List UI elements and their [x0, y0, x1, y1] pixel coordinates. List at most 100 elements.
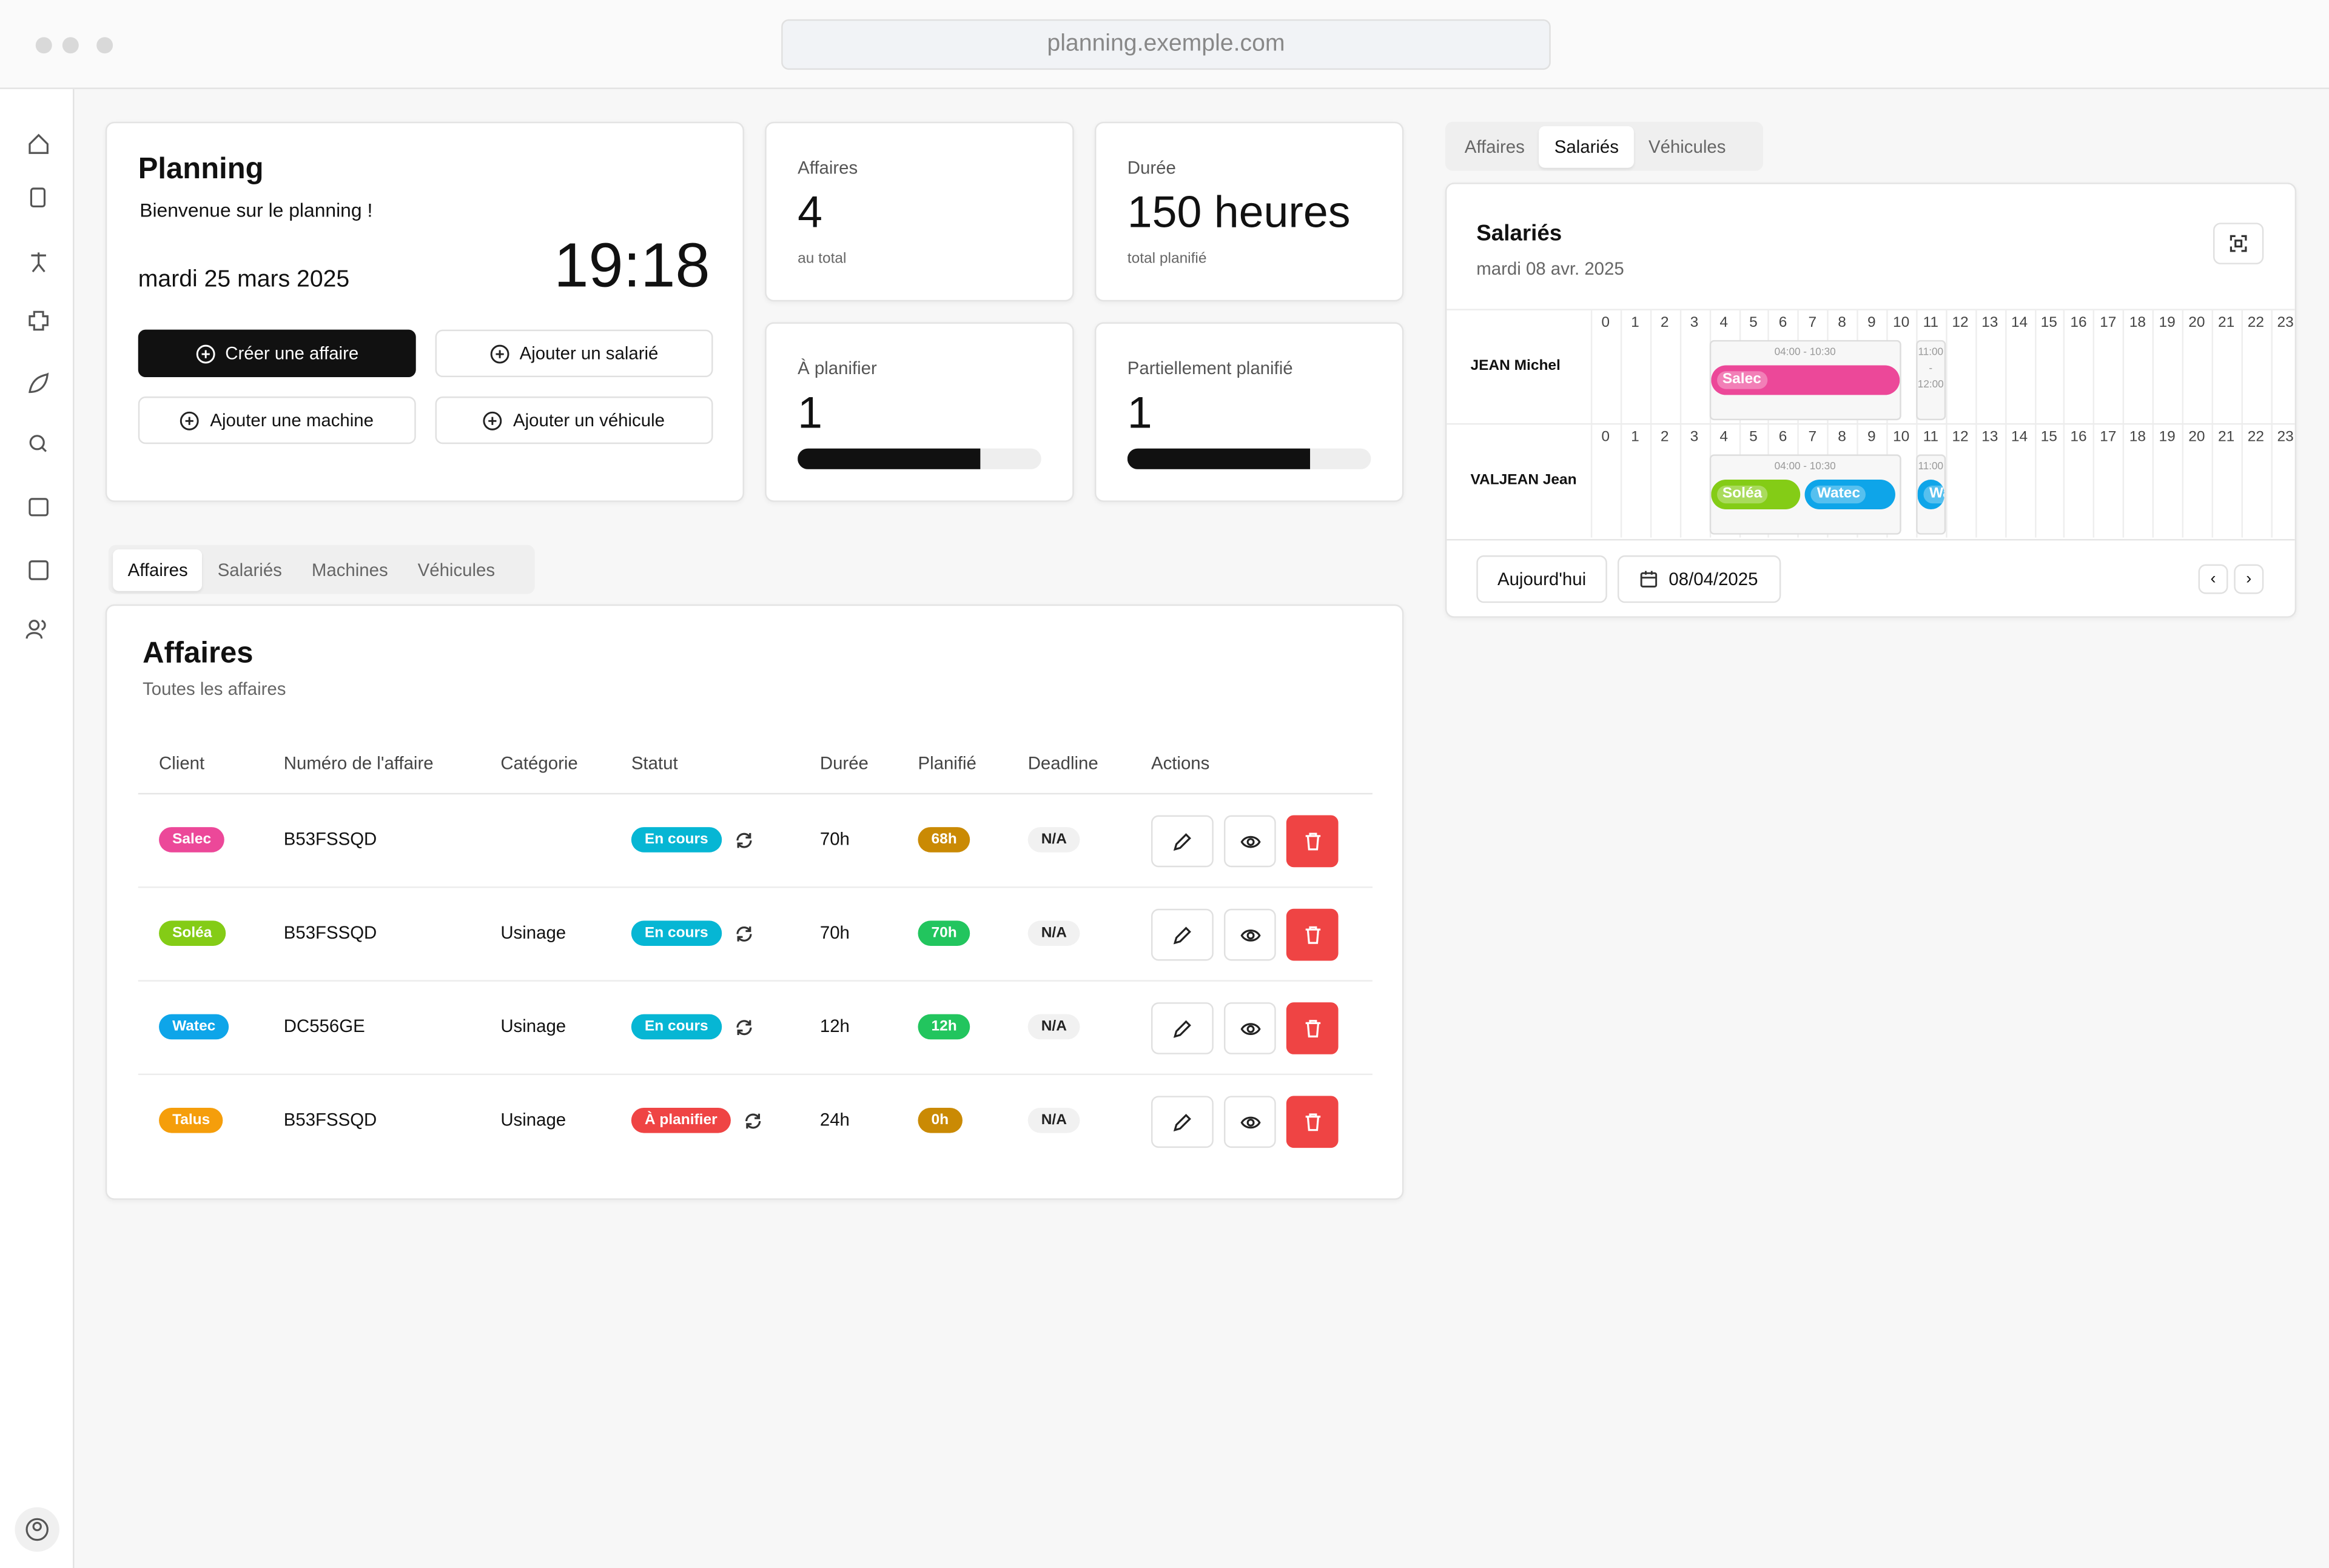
stat-note: total planifié: [1127, 250, 1207, 267]
delete-button[interactable]: [1286, 1002, 1339, 1054]
affaires-title: Affaires: [143, 637, 254, 670]
address-bar[interactable]: planning.exemple.com: [781, 19, 1551, 70]
stat-label: Affaires: [798, 157, 858, 178]
delete-button[interactable]: [1286, 815, 1339, 868]
task-bar[interactable]: Salec: [1710, 365, 1900, 395]
search-icon[interactable]: [29, 435, 45, 451]
task-bar[interactable]: Watec: [1805, 480, 1895, 510]
action-button[interactable]: Créer une affaire: [138, 329, 416, 378]
hour-label: 10: [1892, 315, 1910, 332]
stat-value: 1: [1127, 389, 1152, 438]
view-button[interactable]: [1223, 1096, 1276, 1148]
tab[interactable]: Salariés: [217, 559, 282, 580]
cell-duree: 70h: [819, 922, 850, 943]
account-icon[interactable]: [25, 1518, 49, 1541]
deadline-badge: N/A: [1027, 827, 1080, 853]
hour-label: 3: [1690, 315, 1699, 332]
task-bar[interactable]: Wa: [1917, 480, 1944, 510]
prev-button[interactable]: ‹: [2198, 564, 2228, 594]
hour-line: [1590, 310, 1593, 423]
stat-value: 1: [798, 389, 822, 438]
tab[interactable]: Affaires: [1464, 136, 1525, 157]
delete-button[interactable]: [1286, 1096, 1339, 1148]
hour-line: [1975, 310, 1977, 423]
hour-label: 17: [2100, 429, 2117, 446]
users-icon[interactable]: [29, 620, 40, 631]
hour-label: 10: [1892, 429, 1910, 446]
hour-label: 22: [2247, 315, 2265, 332]
status-cell: En cours: [631, 1014, 754, 1040]
view-button[interactable]: [1223, 908, 1276, 961]
edit-button[interactable]: [1151, 1096, 1214, 1148]
task-label: Watec: [1810, 485, 1866, 504]
plus-icon[interactable]: [29, 310, 49, 331]
fullscreen-button[interactable]: [2213, 223, 2264, 264]
hour-label: 21: [2218, 315, 2235, 332]
hour-label: 12: [1952, 429, 1969, 446]
hour-line: [1975, 424, 1977, 538]
stat-card: Durée 150 heures total planifié: [1094, 121, 1404, 302]
edit-button[interactable]: [1151, 815, 1214, 868]
action-button[interactable]: Ajouter un salarié: [435, 329, 713, 378]
edit-button[interactable]: [1151, 1002, 1214, 1054]
deadline-badge: N/A: [1027, 920, 1080, 946]
hour-line: [2182, 424, 2184, 538]
stat-note: au total: [798, 250, 847, 267]
hour-line: [2270, 310, 2273, 423]
hour-label: 2: [1660, 315, 1669, 332]
action-button[interactable]: Ajouter une machine: [138, 396, 416, 444]
person-icon[interactable]: [31, 252, 46, 273]
cell-categorie: Usinage: [500, 922, 566, 943]
employee-name: VALJEAN Jean: [1470, 472, 1577, 489]
hour-line: [2063, 424, 2066, 538]
hour-label: 19: [2159, 315, 2176, 332]
welcome-time: 19:18: [554, 230, 710, 300]
view-button[interactable]: [1223, 1002, 1276, 1054]
hour-label: 6: [1778, 315, 1787, 332]
time-slot: 11:00 - 12:00: [1915, 340, 1946, 421]
row-divider: [1447, 309, 2295, 310]
hour-line: [1650, 424, 1652, 538]
cell-numero: DC556GE: [283, 1016, 365, 1037]
date-picker[interactable]: 08/04/2025: [1617, 555, 1781, 603]
button-label: Ajouter un salarié: [519, 343, 659, 364]
planning-card: Salariés mardi 08 avr. 2025 Aujourd'hui …: [1445, 183, 2297, 618]
row-divider: [138, 886, 1373, 888]
hour-label: 8: [1838, 315, 1846, 332]
tab[interactable]: Véhicules: [1648, 136, 1726, 157]
home-icon[interactable]: [29, 133, 49, 154]
planned-badge: 70h: [918, 920, 970, 946]
news-icon[interactable]: [29, 560, 49, 580]
tablet-icon[interactable]: [30, 187, 46, 208]
hour-line: [1945, 310, 1948, 423]
button-label: Ajouter une machine: [210, 409, 374, 431]
row-divider: [1447, 423, 2295, 425]
tab[interactable]: Salariés: [1539, 125, 1634, 167]
next-button[interactable]: ›: [2234, 564, 2264, 594]
deadline-badge: N/A: [1027, 1014, 1080, 1040]
action-button[interactable]: Ajouter un véhicule: [435, 396, 713, 444]
cell-duree: 12h: [819, 1016, 850, 1037]
hour-label: 21: [2218, 429, 2235, 446]
hour-label: 5: [1749, 315, 1758, 332]
task-bar[interactable]: Soléa: [1710, 480, 1801, 510]
employee-name: JEAN Michel: [1470, 358, 1561, 375]
edit-button[interactable]: [1151, 908, 1214, 961]
calendar-icon[interactable]: [29, 498, 49, 517]
today-button[interactable]: Aujourd'hui: [1476, 555, 1607, 603]
planned-badge: 0h: [918, 1107, 963, 1133]
tab[interactable]: Machines: [311, 559, 388, 580]
tab[interactable]: Véhicules: [417, 559, 496, 580]
hour-label: 13: [1981, 429, 1998, 446]
window-dot: [96, 37, 113, 54]
hour-label: 3: [1690, 429, 1699, 446]
planned-badge: 68h: [918, 827, 970, 853]
welcome-date: mardi 25 mars 2025: [138, 267, 350, 293]
hour-line: [2182, 310, 2184, 423]
tab[interactable]: Affaires: [113, 548, 203, 591]
hour-line: [1590, 424, 1593, 538]
view-button[interactable]: [1223, 815, 1276, 868]
delete-button[interactable]: [1286, 908, 1339, 961]
leaf-icon[interactable]: [29, 372, 49, 394]
